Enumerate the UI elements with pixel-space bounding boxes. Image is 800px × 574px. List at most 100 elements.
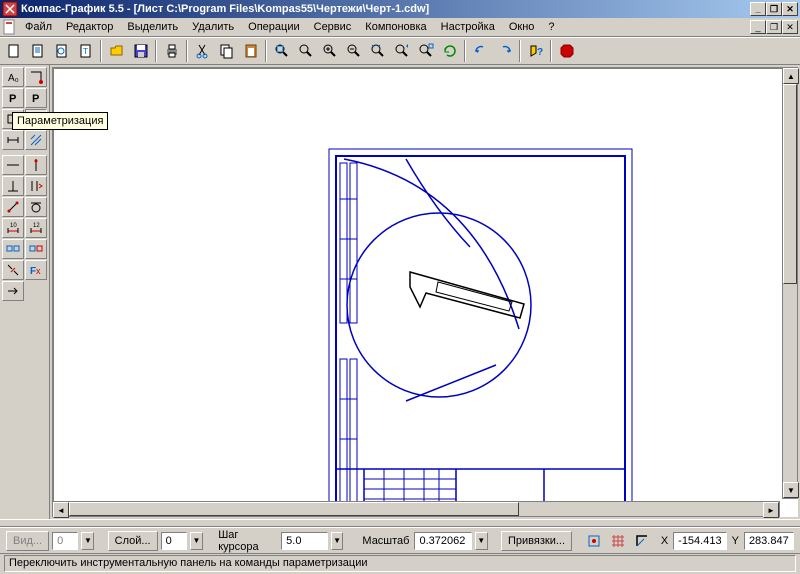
zoom-out-button[interactable] [342,40,365,62]
sloi-field[interactable]: 0 [161,532,187,550]
sloi-dropdown[interactable]: ▼ [190,532,203,550]
shag-field[interactable]: 5.0 [281,532,327,550]
stop-button[interactable] [555,40,578,62]
tool-arrow-button[interactable] [2,281,24,301]
scroll-thumb-h[interactable] [69,502,519,516]
x-field: -154.413 [673,532,726,550]
mdi-close-button[interactable]: ✕ [782,20,798,34]
horizontal-scrollbar[interactable]: ◄ ► [52,501,780,517]
tool-tangent-button[interactable] [25,197,47,217]
svg-text:P: P [9,93,16,105]
menu-editor[interactable]: Редактор [59,19,120,35]
mashtab-label: Масштаб [362,535,409,547]
shag-dropdown[interactable]: ▼ [331,532,344,550]
new-frag-button[interactable] [50,40,73,62]
print-button[interactable] [160,40,183,62]
menu-help[interactable]: ? [541,19,561,35]
tooltip: Параметризация [12,112,108,130]
palette-dim-button[interactable] [2,130,24,150]
svg-text:10: 10 [10,223,17,229]
open-button[interactable] [105,40,128,62]
menu-operations[interactable]: Операции [241,19,306,35]
tool-dim2-button[interactable]: 12 [25,218,47,238]
palette-hatch-button[interactable] [25,130,47,150]
tool-dim1-button[interactable]: 10 [2,218,24,238]
menu-delete[interactable]: Удалить [185,19,241,35]
new-text-button[interactable]: T [74,40,97,62]
scroll-up-button[interactable]: ▲ [783,68,799,84]
vid-button[interactable]: Вид... [6,531,49,551]
zoom-all-button[interactable] [414,40,437,62]
zoom-pan-button[interactable] [366,40,389,62]
zoom-prev-button[interactable] [390,40,413,62]
scroll-right-button[interactable]: ► [763,502,779,518]
status-text: Переключить инструментальную панель на к… [4,555,796,572]
snap-toggle-1[interactable] [583,530,604,552]
mode-geometry-button[interactable]: A₀ [2,67,24,87]
drawing-canvas[interactable]: Y X [52,67,798,517]
zoom-in-button[interactable] [318,40,341,62]
mdi-minimize-button[interactable]: _ [750,20,766,34]
mashtab-field[interactable]: 0.372062 [414,532,471,550]
mode-p2-button[interactable]: P [25,88,47,108]
new-button[interactable] [2,40,25,62]
copy-button[interactable] [215,40,238,62]
tool-hline-button[interactable] [2,155,24,175]
close-button[interactable]: ✕ [782,2,798,16]
menu-file[interactable]: Файл [18,19,59,35]
scroll-left-button[interactable]: ◄ [53,502,69,518]
menu-bar: Файл Редактор Выделить Удалить Операции … [0,18,800,37]
snap-toggle-3[interactable] [632,530,653,552]
tool-parallel-button[interactable] [25,176,47,196]
privyazki-button[interactable]: Привязки... [501,531,572,551]
save-button[interactable] [129,40,152,62]
tool-perp-button[interactable] [2,176,24,196]
undo-button[interactable] [469,40,492,62]
cut-button[interactable] [191,40,214,62]
maximize-button[interactable]: ❐ [766,2,782,16]
tool-break-button[interactable] [2,260,24,280]
vertical-scrollbar[interactable]: ▲ ▼ [782,67,798,499]
tool-group-button[interactable] [2,239,24,259]
mode-p-button[interactable]: P [2,88,24,108]
zoom-fit-button[interactable] [270,40,293,62]
window-title: Компас-График 5.5 - [Лист C:\Program Fil… [18,3,750,15]
tool-vline-button[interactable] [25,155,47,175]
redo-button[interactable] [493,40,516,62]
vid-dropdown[interactable]: ▼ [81,532,94,550]
svg-text:x: x [36,266,41,276]
mode-snap-button[interactable] [25,67,47,87]
x-label: X [661,535,668,547]
sloi-button[interactable]: Слой... [108,531,158,551]
refresh-button[interactable] [438,40,461,62]
menu-settings[interactable]: Настройка [434,19,502,35]
bottom-bar: Вид... 0 ▼ Слой... 0 ▼ Шаг курсора 5.0 ▼… [0,527,800,553]
paste-button[interactable] [239,40,262,62]
mashtab-dropdown[interactable]: ▼ [475,532,488,550]
mdi-maximize-button[interactable]: ❐ [766,20,782,34]
new-doc-button[interactable] [26,40,49,62]
svg-text:12: 12 [33,223,40,229]
menu-layout[interactable]: Компоновка [358,19,433,35]
app-icon [2,1,18,17]
menu-select[interactable]: Выделить [120,19,185,35]
title-bar: Компас-График 5.5 - [Лист C:\Program Fil… [0,0,800,18]
tooltip-text: Параметризация [17,115,103,127]
menu-service[interactable]: Сервис [307,19,359,35]
vid-field[interactable]: 0 [52,532,78,550]
tool-ungroup-button[interactable] [25,239,47,259]
minimize-button[interactable]: _ [750,2,766,16]
tool-diag-button[interactable] [2,197,24,217]
svg-text:A₀: A₀ [8,73,19,84]
zoom-window-button[interactable] [294,40,317,62]
y-field: 283.847 [744,532,794,550]
tool-fx-button[interactable]: Fx [25,260,47,280]
scroll-down-button[interactable]: ▼ [783,482,799,498]
snap-toggle-2[interactable] [608,530,629,552]
scroll-thumb-v[interactable] [783,84,797,284]
shag-label: Шаг курсора [218,529,276,553]
y-label: Y [732,535,739,547]
help-button[interactable]: ? [524,40,547,62]
menu-window[interactable]: Окно [502,19,542,35]
canvas-area: Y X ▲ ▼ ◄ ► [50,65,800,519]
